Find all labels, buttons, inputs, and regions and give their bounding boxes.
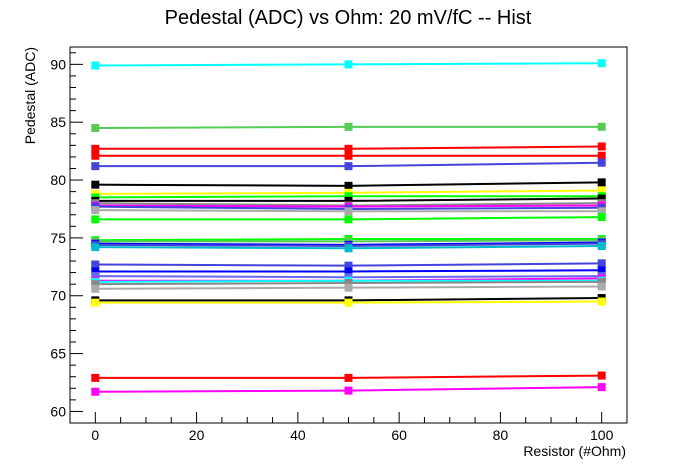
data-point <box>344 196 353 205</box>
x-axis: 0 20 40 60 80 100 <box>69 412 628 443</box>
x-tick-label: 0 <box>91 427 99 443</box>
y-axis: 60 65 70 75 80 85 90 <box>50 52 83 424</box>
data-point <box>597 266 606 275</box>
data-series <box>91 206 606 216</box>
data-series <box>91 241 606 253</box>
data-point <box>597 213 606 222</box>
data-series <box>91 213 606 224</box>
data-series <box>91 277 606 289</box>
data-point <box>344 151 353 160</box>
data-point <box>597 297 606 306</box>
y-tick-label: 60 <box>50 403 66 419</box>
data-point <box>91 206 100 215</box>
data-series <box>91 59 606 70</box>
chart-title: Pedestal (ADC) vs Ohm: 20 mV/fC -- Hist <box>165 7 532 29</box>
data-series <box>91 297 606 307</box>
data-point <box>91 123 100 132</box>
data-series <box>91 151 606 160</box>
plot-frame <box>69 46 628 424</box>
data-point <box>91 162 100 171</box>
data-point <box>344 192 353 201</box>
y-tick-label: 80 <box>50 172 66 188</box>
data-point <box>344 215 353 224</box>
data-point <box>344 60 353 69</box>
data-point <box>597 383 606 392</box>
data-series <box>91 122 606 132</box>
data-series <box>91 266 606 276</box>
data-series <box>91 178 606 190</box>
y-tick-label: 65 <box>50 346 66 362</box>
data-point <box>597 259 606 268</box>
data-point <box>344 267 353 276</box>
data-point <box>344 122 353 131</box>
y-tick-label: 75 <box>50 230 66 246</box>
data-point <box>597 122 606 131</box>
data-point <box>344 144 353 153</box>
y-tick-label: 85 <box>50 114 66 130</box>
data-point <box>597 282 606 291</box>
data-point <box>91 215 100 224</box>
data-point <box>344 279 353 288</box>
data-point <box>91 272 100 281</box>
data-series <box>91 383 606 396</box>
data-point <box>91 144 100 153</box>
data-point <box>344 373 353 382</box>
data-point <box>91 151 100 160</box>
data-point <box>91 61 100 70</box>
x-tick-label: 100 <box>590 427 614 443</box>
data-point <box>344 298 353 307</box>
data-point <box>344 283 353 292</box>
data-point <box>344 207 353 216</box>
data-point <box>597 151 606 160</box>
x-tick-label: 20 <box>189 427 205 443</box>
data-point <box>91 298 100 307</box>
data-point <box>597 207 606 216</box>
data-point <box>91 267 100 276</box>
y-axis-label: Pedestal (ADC) <box>22 47 38 144</box>
series-layer <box>91 59 606 396</box>
data-series <box>91 259 606 270</box>
data-series <box>91 142 606 153</box>
x-axis-label: Resistor (#Ohm) <box>523 443 626 459</box>
data-point <box>91 260 100 269</box>
x-tick-label: 80 <box>493 427 509 443</box>
data-point <box>344 244 353 253</box>
data-point <box>344 386 353 395</box>
data-point <box>597 59 606 68</box>
data-series <box>91 282 606 293</box>
x-tick-label: 60 <box>391 427 407 443</box>
data-point <box>597 142 606 151</box>
data-point <box>91 280 100 289</box>
y-tick-label: 90 <box>50 56 66 72</box>
data-point <box>597 186 606 195</box>
data-point <box>91 387 100 396</box>
x-tick-label: 40 <box>290 427 306 443</box>
data-point <box>344 181 353 190</box>
data-point <box>344 162 353 171</box>
data-point <box>91 180 100 189</box>
data-point <box>597 158 606 167</box>
data-point <box>91 243 100 252</box>
data-point <box>597 371 606 380</box>
data-point <box>597 178 606 187</box>
data-point <box>91 373 100 382</box>
data-point <box>91 284 100 293</box>
data-series <box>91 158 606 171</box>
data-point <box>597 241 606 250</box>
data-series <box>91 371 606 382</box>
data-point <box>597 277 606 286</box>
data-point <box>597 194 606 203</box>
y-tick-label: 70 <box>50 288 66 304</box>
data-point <box>344 261 353 270</box>
